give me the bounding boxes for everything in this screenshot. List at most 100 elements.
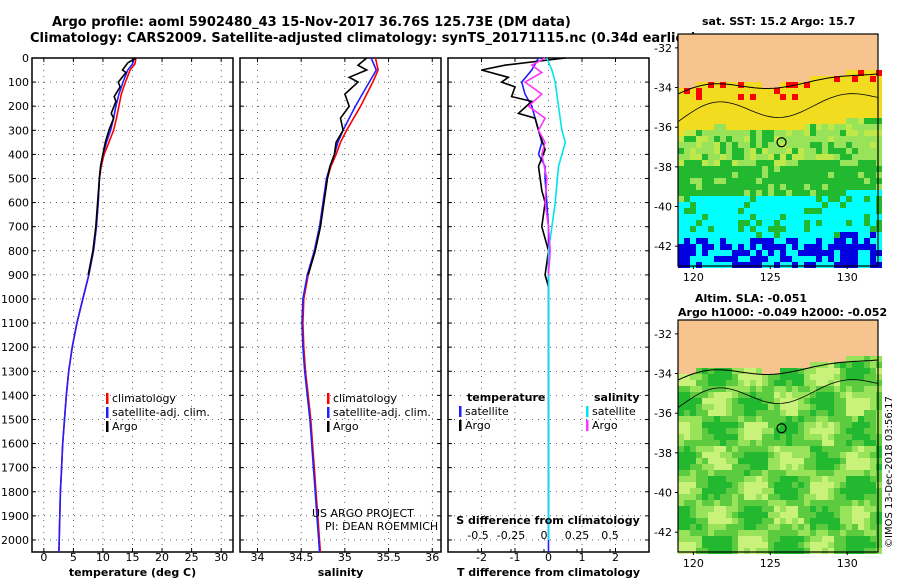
depth-axis-labels: 0 100 200 300 400 500 600 700 800 900 1000 1100 1200… xyxy=(1,52,29,547)
depth-tick-label: 900 xyxy=(8,269,29,282)
salinity-difference-tick-label: 0 xyxy=(541,529,548,542)
salinity-difference-axis-label: S difference from climatology xyxy=(456,514,640,527)
temperature-x-tick-label: 20 xyxy=(155,551,169,564)
sst-depth-contour xyxy=(677,93,879,123)
sst-lon-tick-label: 130 xyxy=(837,271,858,284)
salinity-difference-tick-label: -0.25 xyxy=(497,529,525,542)
depth-tick-label: 1600 xyxy=(1,438,29,451)
sst-coastline xyxy=(677,73,879,95)
salinity-difference-tick-label: -0.5 xyxy=(467,529,488,542)
sst-lon-tick-label: 125 xyxy=(760,271,781,284)
sla-map-panel: Altim. SLA: -0.051 Argo h1000: -0.049 h2… xyxy=(654,292,887,570)
diff-legend-label: satellite xyxy=(465,405,509,418)
temperature-x-axis-label: temperature (deg C) xyxy=(69,566,196,579)
temperature-legend-label: satellite-adj. clim. xyxy=(112,406,210,419)
depth-tick-label: 100 xyxy=(8,76,29,89)
temperature-x-tick-label: 25 xyxy=(185,551,199,564)
sla-map-frame xyxy=(677,319,879,553)
sla-lat-tick-label: -36 xyxy=(654,407,672,420)
depth-tick-label: 500 xyxy=(8,172,29,185)
temperature-x-tick-label: 10 xyxy=(96,551,110,564)
difference-series-salinity-argo xyxy=(523,57,552,275)
difference-x-tick-label: 0 xyxy=(545,551,552,564)
depth-tick-label: 1900 xyxy=(1,510,29,523)
sla-lat-tick-label: -40 xyxy=(654,487,672,500)
temperature-profile-panel: 0 5 10 15 20 25 30 temperature (deg C) climatolo… xyxy=(31,57,234,579)
sla-map-subtitle: Argo h1000: -0.049 h2000: -0.052 xyxy=(678,306,887,319)
depth-tick-label: 1300 xyxy=(1,365,29,378)
diff-legend-header-salinity: salinity xyxy=(594,391,640,404)
diff-legend-swatch xyxy=(586,406,589,417)
project-credit: US ARGO PROJECT xyxy=(312,507,414,520)
sla-lon-tick-label: 130 xyxy=(837,557,858,570)
temperature-x-tick-label: 0 xyxy=(40,551,47,564)
sla-lat-tick-label: -32 xyxy=(654,328,672,341)
sla-lat-tick-label: -38 xyxy=(654,447,672,460)
diff-legend-label: Argo xyxy=(465,419,491,432)
diff-legend-swatch xyxy=(459,420,462,431)
diff-legend-swatch xyxy=(459,406,462,417)
depth-tick-label: 1500 xyxy=(1,413,29,426)
salinity-plot-frame xyxy=(239,57,442,553)
difference-x-axis-label: T difference from climatology xyxy=(457,566,640,579)
temperature-legend-label: climatology xyxy=(112,392,176,405)
sst-map-frame xyxy=(677,33,879,267)
diff-legend-label: satellite xyxy=(592,405,636,418)
salinity-x-tick-label: 35 xyxy=(338,551,352,564)
temperature-series-argo xyxy=(87,57,137,276)
salinity-x-tick-label: 36 xyxy=(425,551,439,564)
difference-profile-panel: -2 -1 0 1 2 T difference from climatology temp… xyxy=(447,57,650,579)
temperature-legend-label: Argo xyxy=(112,420,138,433)
imos-stamp: ©IMOS 13-Dec-2018 03:56:17 xyxy=(884,396,895,548)
pi-credit: PI: DEAN ROEMMICH xyxy=(325,520,438,533)
salinity-legend-swatch xyxy=(327,421,330,432)
depth-tick-label: 1100 xyxy=(1,317,29,330)
figure-title-line2: Climatology: CARS2009. Satellite-adjuste… xyxy=(30,31,697,46)
figure-title-line1: Argo profile: aoml 5902480_43 15-Nov-201… xyxy=(52,15,571,30)
salinity-x-tick-label: 35.5 xyxy=(376,551,401,564)
salinity-x-tick-label: 34.5 xyxy=(289,551,314,564)
diff-legend-label: Argo xyxy=(592,419,618,432)
salinity-legend-swatch xyxy=(327,393,330,404)
sst-lat-tick-label: -40 xyxy=(654,201,672,214)
sst-map-panel: sat. SST: 15.2 Argo: 15.7 -32 -34 -36 -38 -4… xyxy=(654,15,882,284)
sst-float-position-marker xyxy=(776,137,787,148)
difference-x-tick-label: 1 xyxy=(579,551,586,564)
salinity-difference-tick-label: 0.5 xyxy=(601,529,619,542)
salinity-x-axis-label: salinity xyxy=(318,566,364,579)
sla-lon-tick-label: 120 xyxy=(683,557,704,570)
difference-series-salinity-satellite xyxy=(546,57,567,540)
sst-lat-tick-label: -42 xyxy=(654,240,672,253)
difference-x-tick-label: -2 xyxy=(476,551,487,564)
depth-tick-label: 1200 xyxy=(1,341,29,354)
depth-tick-label: 300 xyxy=(8,124,29,137)
sla-ocean-cells xyxy=(678,356,882,554)
depth-tick-label: 700 xyxy=(8,221,29,234)
temperature-x-tick-label: 5 xyxy=(70,551,77,564)
salinity-series-argo xyxy=(307,57,369,276)
temperature-x-tick-label: 30 xyxy=(214,551,228,564)
depth-tick-label: 200 xyxy=(8,100,29,113)
temperature-legend-swatch xyxy=(106,421,109,432)
depth-tick-label: 1000 xyxy=(1,293,29,306)
salinity-legend-label: Argo xyxy=(333,420,359,433)
salinity-difference-tick-label: 0.25 xyxy=(565,529,590,542)
salinity-legend-swatch xyxy=(327,407,330,418)
temperature-legend-swatch xyxy=(106,407,109,418)
sst-lon-tick-label: 120 xyxy=(683,271,704,284)
diff-legend-header-temperature: temperature xyxy=(467,391,545,404)
depth-tick-label: 400 xyxy=(8,148,29,161)
salinity-x-tick-label: 34 xyxy=(250,551,264,564)
sst-lat-tick-label: -34 xyxy=(654,82,672,95)
sla-lat-tick-label: -42 xyxy=(654,526,672,539)
depth-tick-label: 0 xyxy=(22,52,29,65)
depth-tick-label: 800 xyxy=(8,245,29,258)
depth-tick-label: 2000 xyxy=(1,534,29,547)
difference-series-temperature-argo xyxy=(481,57,566,288)
temperature-legend-swatch xyxy=(106,393,109,404)
salinity-series-satellite-adj-clim- xyxy=(301,57,378,553)
sst-ocean-cells xyxy=(678,70,882,268)
salinity-legend-label: climatology xyxy=(333,392,397,405)
sla-map-title: Altim. SLA: -0.051 xyxy=(695,292,807,305)
